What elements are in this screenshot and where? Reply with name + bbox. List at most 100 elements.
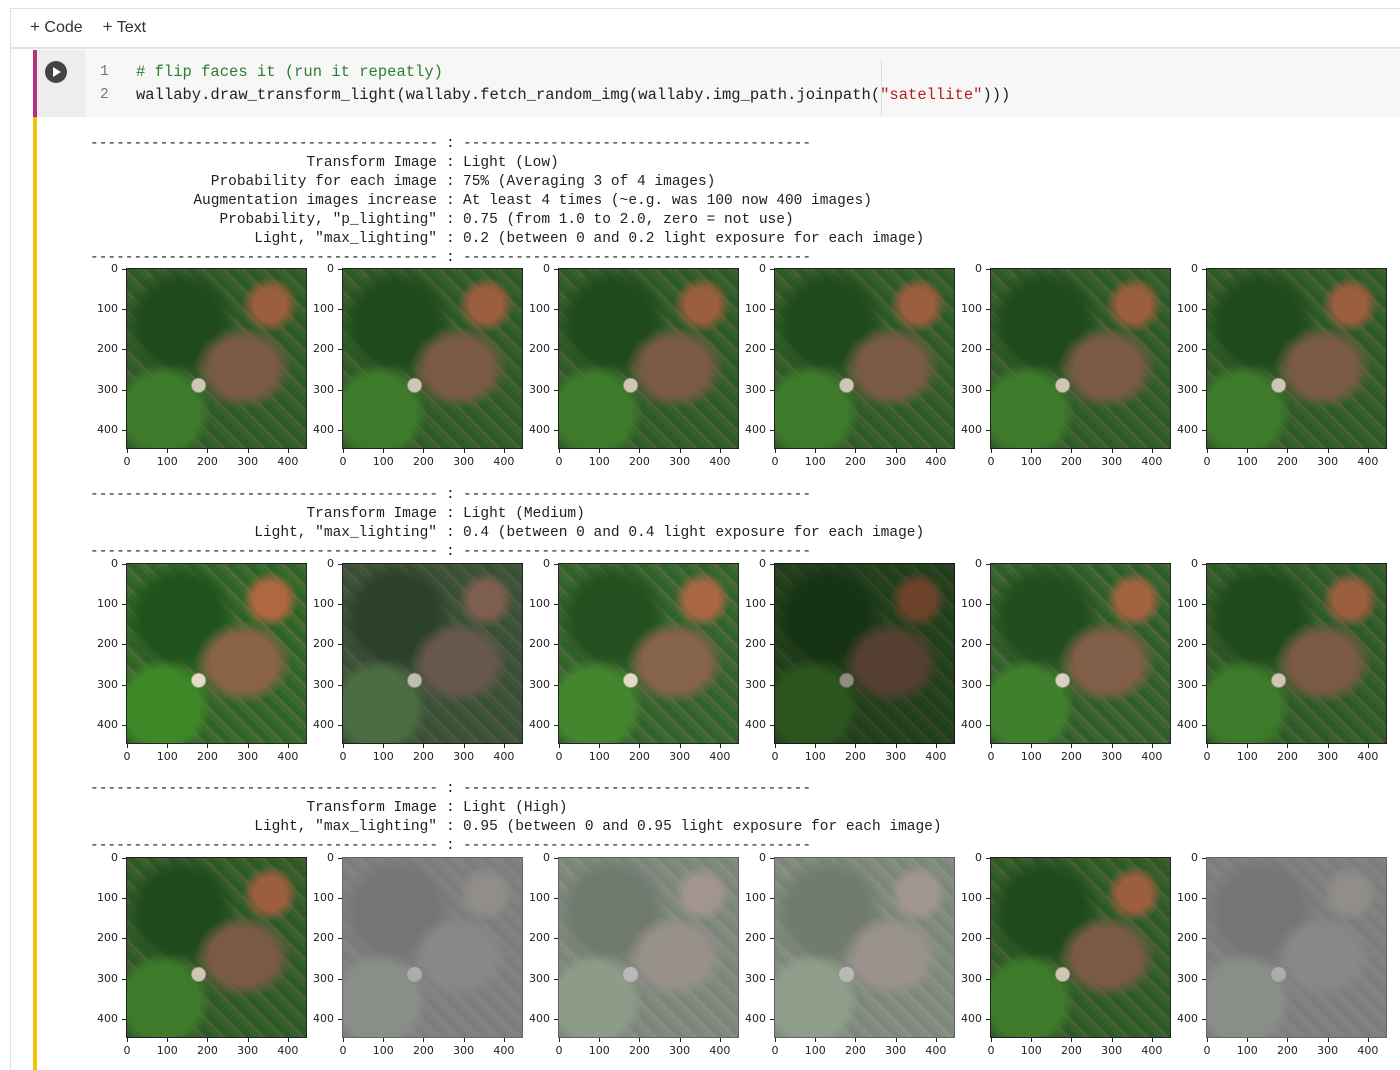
x-tick-label: 100 <box>588 1044 610 1057</box>
y-tick-label: 200 <box>97 342 118 356</box>
info-value: 0.2 (between 0 and 0.2 light exposure fo… <box>463 231 925 247</box>
x-tick-label: 400 <box>1141 750 1163 763</box>
rule: ---------------------------------------- <box>90 838 439 854</box>
x-tick-label: 100 <box>372 750 394 763</box>
y-tick <box>770 644 774 646</box>
y-tick-label: 0 <box>111 557 118 570</box>
y-tick-label: 400 <box>745 717 766 731</box>
left-border <box>10 8 11 1070</box>
add-text-label: Text <box>116 19 147 36</box>
x-tick-label: 0 <box>1203 455 1211 468</box>
augmented-image <box>558 563 739 744</box>
y-tick-label: 200 <box>961 342 982 356</box>
x-tick <box>463 744 465 748</box>
x-tick-label: 300 <box>885 455 907 468</box>
x-tick <box>503 744 505 748</box>
x-tick <box>935 449 937 453</box>
y-tick-label: 400 <box>313 422 334 436</box>
x-tick <box>679 449 681 453</box>
code-text: wallaby.draw_transform_light(wallaby.fet… <box>136 86 881 104</box>
x-tick-label: 300 <box>669 750 691 763</box>
code-editor[interactable] <box>85 50 1400 117</box>
add-text-button[interactable]: + Text <box>102 17 147 36</box>
x-tick <box>1071 744 1073 748</box>
x-tick <box>1111 1038 1113 1042</box>
y-tick <box>1202 684 1206 686</box>
x-tick-label: 0 <box>1203 1044 1211 1057</box>
y-tick-label: 400 <box>313 717 334 731</box>
y-tick <box>554 269 558 270</box>
x-tick-label: 300 <box>237 750 259 763</box>
x-tick-label: 200 <box>1276 455 1298 468</box>
y-tick-label: 300 <box>529 382 550 396</box>
line-number: 2 <box>100 87 109 103</box>
colon: : <box>446 544 455 560</box>
y-tick-label: 300 <box>313 382 334 396</box>
y-tick <box>770 349 774 351</box>
x-tick <box>991 449 992 453</box>
x-tick-label: 100 <box>1020 1044 1042 1057</box>
x-tick <box>935 1038 937 1042</box>
x-tick-label: 300 <box>1317 455 1339 468</box>
augmented-image <box>774 857 955 1038</box>
augmented-image <box>342 857 523 1038</box>
x-tick-label: 200 <box>628 750 650 763</box>
x-tick-label: 0 <box>123 1044 131 1057</box>
y-tick <box>554 1018 558 1020</box>
x-tick <box>463 449 465 453</box>
y-tick-label: 0 <box>759 557 766 570</box>
info-value: 75% (Averaging 3 of 4 images) <box>463 174 716 190</box>
x-tick <box>1111 744 1113 748</box>
x-tick <box>207 1038 209 1042</box>
x-tick <box>127 1038 128 1042</box>
y-tick <box>1202 269 1206 270</box>
colon: : <box>446 506 455 522</box>
x-tick-label: 300 <box>453 455 475 468</box>
x-tick <box>1031 449 1033 453</box>
y-tick <box>554 684 558 686</box>
x-tick-label: 300 <box>1317 750 1339 763</box>
augmented-image <box>1206 268 1387 449</box>
y-tick <box>122 604 126 606</box>
y-tick <box>122 429 126 431</box>
y-tick-label: 0 <box>975 851 982 864</box>
x-tick-label: 100 <box>372 1044 394 1057</box>
y-tick-label: 0 <box>111 851 118 864</box>
x-tick-label: 0 <box>555 455 563 468</box>
x-tick <box>639 449 641 453</box>
y-tick <box>554 858 558 859</box>
y-tick <box>122 938 126 940</box>
y-tick-label: 400 <box>97 717 118 731</box>
y-tick <box>1202 389 1206 391</box>
x-tick-label: 0 <box>339 455 347 468</box>
run-button[interactable] <box>44 60 68 84</box>
info-value: Light (High) <box>463 800 568 816</box>
x-tick-label: 400 <box>709 455 731 468</box>
x-tick-label: 300 <box>1317 1044 1339 1057</box>
y-tick-label: 300 <box>745 971 766 985</box>
x-tick <box>1151 1038 1153 1042</box>
x-tick-label: 400 <box>277 1044 299 1057</box>
x-tick <box>1287 1038 1289 1042</box>
x-tick <box>1287 449 1289 453</box>
x-tick-label: 400 <box>925 1044 947 1057</box>
x-tick-label: 300 <box>453 1044 475 1057</box>
x-tick <box>1327 1038 1329 1042</box>
y-tick <box>338 684 342 686</box>
augmented-image <box>342 268 523 449</box>
y-tick-label: 100 <box>529 302 550 316</box>
rule: ---------------------------------------- <box>90 136 439 152</box>
x-tick-label: 0 <box>771 455 779 468</box>
y-tick <box>554 644 558 646</box>
x-tick-label: 100 <box>1020 750 1042 763</box>
x-tick <box>815 1038 817 1042</box>
add-code-button[interactable]: + Code <box>30 17 83 36</box>
y-tick <box>986 564 990 565</box>
rule: ---------------------------------------- <box>90 781 439 797</box>
x-tick-label: 100 <box>804 1044 826 1057</box>
x-tick-label: 200 <box>412 750 434 763</box>
y-tick-label: 0 <box>111 262 118 275</box>
x-tick-label: 0 <box>555 1044 563 1057</box>
cell-focus-bar <box>33 50 37 117</box>
colon: : <box>446 250 455 266</box>
